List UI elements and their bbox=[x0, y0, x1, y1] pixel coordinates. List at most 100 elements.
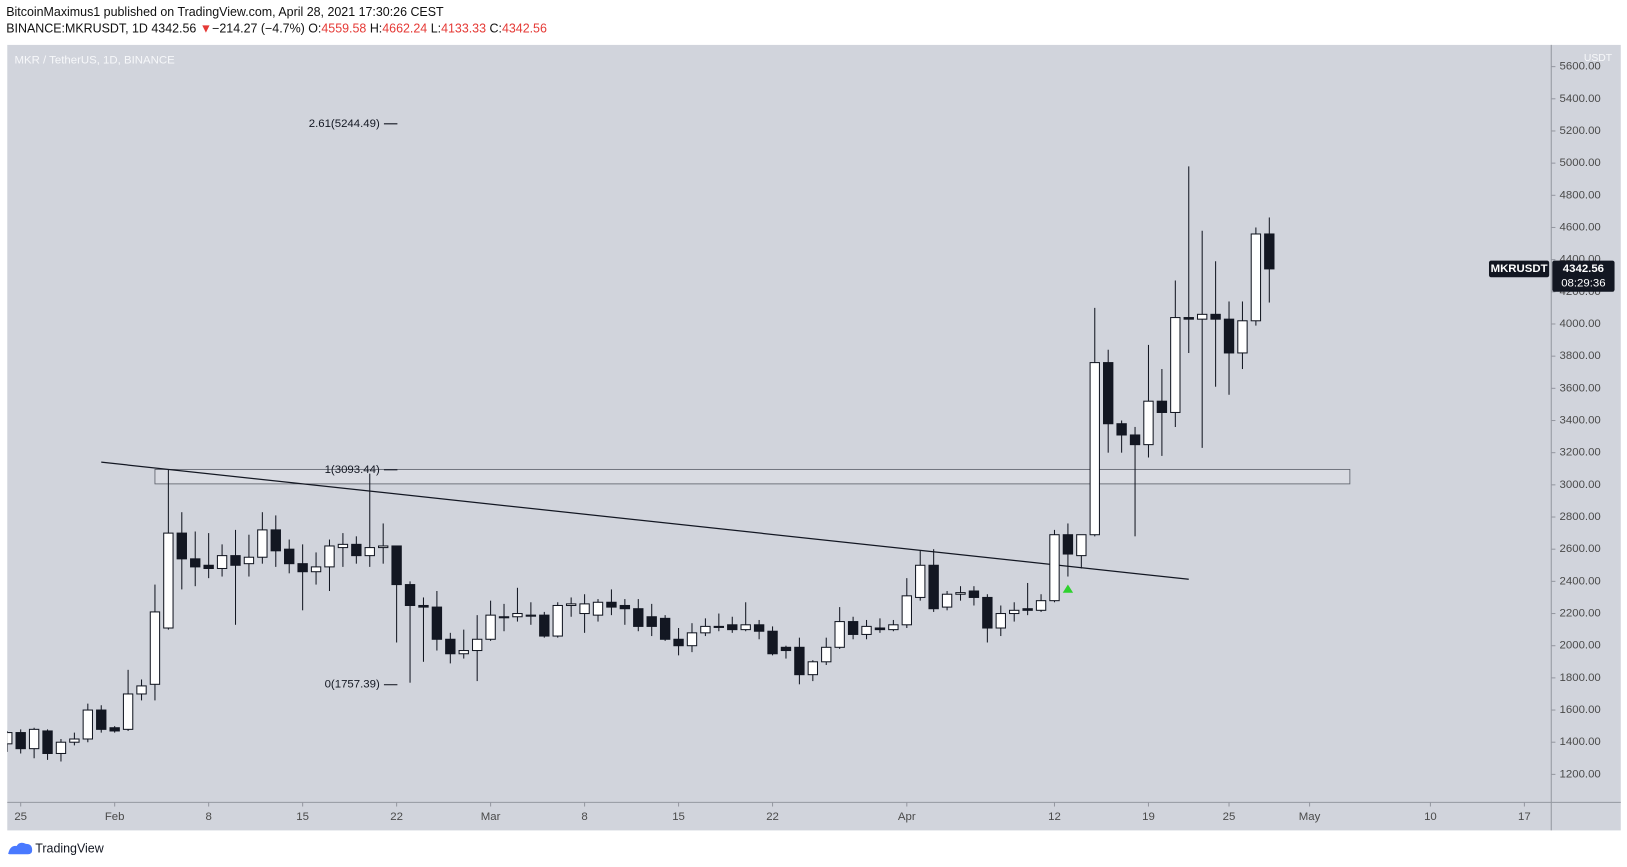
candle-body bbox=[1129, 434, 1141, 446]
candle-body bbox=[1022, 608, 1033, 611]
candle-body bbox=[96, 709, 107, 730]
y-tick-label: 2800.00 bbox=[1560, 511, 1601, 523]
y-tick-label: 3600.00 bbox=[1560, 382, 1601, 394]
ohlc-value: 4342.56 bbox=[502, 22, 547, 36]
candle-body bbox=[404, 584, 416, 607]
candle-body bbox=[700, 625, 711, 634]
candle-body bbox=[1076, 534, 1087, 557]
candle-body bbox=[337, 543, 349, 549]
time-axis bbox=[7, 802, 1552, 831]
ohlc-value: 4133.33 bbox=[441, 22, 486, 36]
price-tag-name-bg bbox=[1488, 260, 1550, 278]
candle-body bbox=[901, 595, 912, 626]
candle-body bbox=[1250, 233, 1262, 322]
y-tick-label: 1200.00 bbox=[1560, 768, 1601, 780]
candle-body bbox=[1035, 600, 1047, 611]
candle-body bbox=[874, 627, 886, 631]
y-tick-label: 3800.00 bbox=[1560, 350, 1601, 362]
candle-body bbox=[821, 646, 832, 663]
x-tick-label: Apr bbox=[898, 811, 916, 823]
candle-body bbox=[418, 604, 429, 608]
y-tick-label: 1600.00 bbox=[1560, 704, 1601, 716]
footer-brand: TradingView bbox=[35, 841, 104, 855]
x-tick-label: 17 bbox=[1518, 811, 1531, 823]
candle-body bbox=[485, 614, 496, 640]
candle-body bbox=[42, 730, 53, 754]
candle-body bbox=[364, 547, 375, 557]
price-tag-bg bbox=[1552, 260, 1615, 292]
candle-body bbox=[753, 624, 765, 632]
candle-body bbox=[69, 738, 80, 743]
candle-body bbox=[190, 558, 201, 568]
x-tick-label: Feb bbox=[105, 811, 125, 823]
footer-logo bbox=[8, 842, 33, 855]
y-tick-label: 4000.00 bbox=[1560, 318, 1601, 330]
candle-body bbox=[7, 732, 13, 745]
candle-body bbox=[727, 624, 738, 631]
ohlc-key: H: bbox=[370, 22, 382, 36]
candle-body bbox=[378, 545, 389, 549]
x-tick-label: May bbox=[1299, 811, 1321, 823]
y-tick-label: 5000.00 bbox=[1560, 157, 1601, 169]
candle-body bbox=[391, 545, 402, 586]
candle-body bbox=[794, 646, 805, 676]
y-tick-label: 5200.00 bbox=[1560, 125, 1601, 137]
candle-body bbox=[512, 613, 523, 618]
x-tick-label: 15 bbox=[672, 811, 685, 823]
candle-body bbox=[324, 545, 335, 568]
candle-body bbox=[552, 604, 563, 637]
candle-body bbox=[928, 564, 939, 610]
candle-body bbox=[498, 616, 510, 619]
candle-body bbox=[807, 661, 819, 676]
symbol-line: BINANCE:MKRUSDT, 1D 4342.56 ▼−214.27 (−4… bbox=[6, 22, 547, 36]
candle-body bbox=[592, 601, 604, 616]
candle-body bbox=[351, 543, 362, 557]
x-tick-label: 22 bbox=[390, 811, 403, 823]
candle-body bbox=[673, 638, 684, 647]
candle-body bbox=[915, 564, 926, 598]
x-tick-label: 25 bbox=[14, 811, 27, 823]
candle-body bbox=[888, 624, 899, 631]
candle-body bbox=[1062, 534, 1074, 555]
change: −214.27 (−4.7%) bbox=[212, 22, 305, 36]
y-tick-label: 5400.00 bbox=[1560, 93, 1601, 105]
symbol: BINANCE:MKRUSDT, 1D bbox=[6, 22, 148, 36]
candle-body bbox=[1116, 423, 1127, 436]
candle-body bbox=[216, 555, 228, 570]
price-tag-countdown: 08:29:36 bbox=[1561, 277, 1605, 289]
y-tick-label: 2200.00 bbox=[1560, 608, 1601, 620]
candle-body bbox=[646, 616, 657, 627]
x-tick-label: 22 bbox=[766, 811, 779, 823]
candle-body bbox=[968, 590, 980, 598]
trendline bbox=[101, 461, 1189, 580]
candle-body bbox=[176, 532, 187, 560]
candle-body bbox=[1049, 534, 1060, 602]
candle-body bbox=[149, 611, 161, 685]
x-tick-label: 10 bbox=[1424, 811, 1437, 823]
x-tick-label: Mar bbox=[481, 811, 501, 823]
y-tick-label: 2600.00 bbox=[1560, 543, 1601, 555]
plot-area bbox=[7, 44, 1552, 803]
fib-label: 0(1757.39) bbox=[325, 679, 380, 691]
y-tick-label: 1400.00 bbox=[1560, 736, 1601, 748]
published-line: BitcoinMaximus1 published on TradingView… bbox=[6, 5, 444, 19]
candle-body bbox=[109, 727, 120, 732]
price-tag-name: MKRUSDT bbox=[1491, 263, 1548, 275]
ohlc-value: 4559.58 bbox=[321, 22, 366, 36]
candle-body bbox=[1237, 320, 1248, 354]
y-tick-label: 4800.00 bbox=[1560, 189, 1601, 201]
candle-body bbox=[1210, 313, 1221, 320]
candle-body bbox=[1089, 362, 1100, 536]
candle-body bbox=[1223, 318, 1235, 354]
candle-body bbox=[458, 650, 469, 655]
x-tick-label: 12 bbox=[1048, 811, 1061, 823]
candle-body bbox=[767, 630, 778, 655]
candle-body bbox=[834, 621, 845, 648]
last-price: 4342.56 bbox=[151, 22, 196, 36]
y-tick-label: 4400.00 bbox=[1560, 254, 1601, 266]
candle-body bbox=[243, 556, 255, 565]
y-tick-label: 3200.00 bbox=[1560, 447, 1601, 459]
y-tick-label: 2000.00 bbox=[1560, 640, 1601, 652]
candle-body bbox=[995, 613, 1006, 629]
